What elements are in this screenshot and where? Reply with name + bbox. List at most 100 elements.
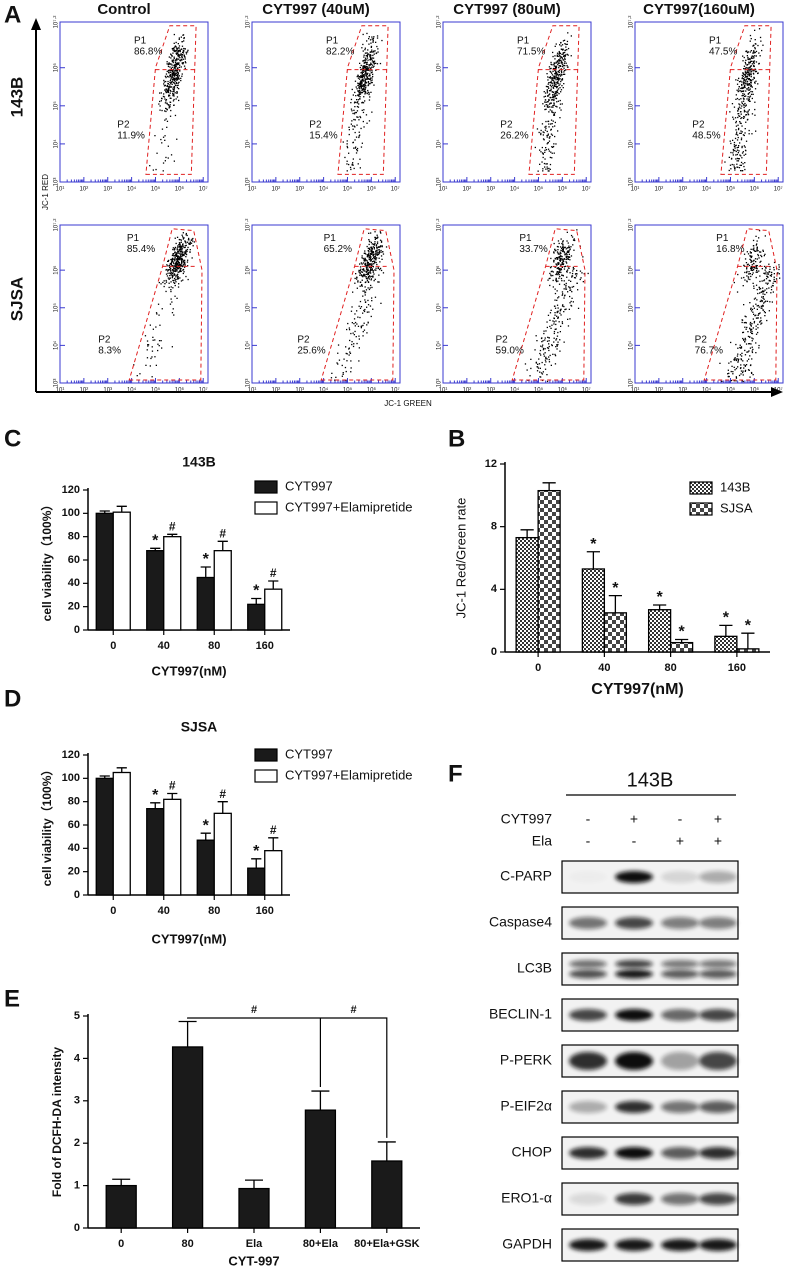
event-dot bbox=[746, 141, 747, 142]
event-dot bbox=[179, 37, 180, 38]
event-dot bbox=[560, 75, 561, 76]
bar bbox=[538, 491, 560, 652]
event-dot bbox=[734, 169, 735, 170]
event-dot bbox=[552, 135, 553, 136]
event-dot bbox=[170, 104, 171, 105]
event-dot bbox=[570, 281, 571, 282]
event-dot bbox=[751, 38, 752, 39]
event-dot bbox=[159, 101, 160, 102]
event-dot bbox=[744, 135, 745, 136]
event-dot bbox=[365, 53, 366, 54]
event-dot bbox=[373, 270, 374, 271]
event-dot bbox=[754, 60, 755, 61]
event-dot bbox=[550, 62, 551, 63]
event-dot bbox=[750, 35, 751, 36]
event-dot bbox=[743, 101, 744, 102]
event-dot bbox=[369, 264, 370, 265]
event-dot bbox=[565, 309, 566, 310]
event-dot bbox=[744, 162, 745, 163]
event-dot bbox=[352, 142, 353, 143]
x-tick-label: 10⁷ bbox=[774, 387, 783, 394]
event-dot bbox=[749, 67, 750, 68]
event-dot bbox=[763, 305, 764, 306]
event-dot bbox=[565, 286, 566, 287]
event-dot bbox=[172, 346, 173, 347]
event-dot bbox=[547, 101, 548, 102]
event-dot bbox=[356, 310, 357, 311]
event-dot bbox=[746, 67, 747, 68]
bar bbox=[265, 589, 282, 630]
event-dot bbox=[768, 287, 769, 288]
event-dot bbox=[180, 50, 181, 51]
event-dot bbox=[557, 95, 558, 96]
event-dot bbox=[756, 272, 757, 273]
event-dot bbox=[743, 68, 744, 69]
event-dot bbox=[562, 62, 563, 63]
event-dot bbox=[557, 336, 558, 337]
event-dot bbox=[549, 77, 550, 78]
event-dot bbox=[176, 98, 177, 99]
event-dot bbox=[735, 79, 736, 80]
gate-name: P1 bbox=[324, 233, 337, 244]
event-dot bbox=[366, 79, 367, 80]
event-dot bbox=[377, 237, 378, 238]
event-dot bbox=[362, 60, 363, 61]
event-dot bbox=[172, 249, 173, 250]
event-dot bbox=[367, 55, 368, 56]
event-dot bbox=[755, 298, 756, 299]
event-dot bbox=[565, 69, 566, 70]
event-dot bbox=[742, 332, 743, 333]
event-dot bbox=[736, 145, 737, 146]
band bbox=[699, 1052, 737, 1070]
event-dot bbox=[743, 105, 744, 106]
significance-marker: # bbox=[351, 1004, 357, 1016]
event-dot bbox=[357, 117, 358, 118]
event-dot bbox=[560, 60, 561, 61]
event-dot bbox=[748, 87, 749, 88]
column-title: CYT997(160uM) bbox=[643, 1, 755, 18]
event-dot bbox=[568, 242, 569, 243]
error-bar bbox=[587, 552, 600, 569]
event-dot bbox=[186, 53, 187, 54]
event-dot bbox=[358, 270, 359, 271]
event-dot bbox=[554, 321, 555, 322]
event-dot bbox=[749, 130, 750, 131]
event-dot bbox=[351, 120, 352, 121]
event-dot bbox=[568, 256, 569, 257]
event-dot bbox=[360, 301, 361, 302]
event-dot bbox=[165, 81, 166, 82]
event-dot bbox=[737, 355, 738, 356]
plot-frame bbox=[635, 225, 783, 383]
x-tick-label: 10² bbox=[655, 388, 664, 394]
event-dot bbox=[569, 309, 570, 310]
event-dot bbox=[186, 251, 187, 252]
event-dot bbox=[744, 77, 745, 78]
event-dot bbox=[571, 255, 572, 256]
event-dot bbox=[164, 283, 165, 284]
event-dot bbox=[174, 252, 175, 253]
event-dot bbox=[757, 45, 758, 46]
event-dot bbox=[736, 121, 737, 122]
event-dot bbox=[563, 311, 564, 312]
event-dot bbox=[754, 55, 755, 56]
event-dot bbox=[564, 342, 565, 343]
event-dot bbox=[369, 276, 370, 277]
event-dot bbox=[355, 278, 356, 279]
x-tick-label: 10⁵ bbox=[151, 186, 161, 193]
event-dot bbox=[363, 121, 364, 122]
blot-label: LC3B bbox=[517, 960, 552, 976]
event-dot bbox=[570, 248, 571, 249]
event-dot bbox=[192, 257, 193, 258]
event-dot bbox=[556, 348, 557, 349]
event-dot bbox=[753, 283, 754, 284]
event-dot bbox=[744, 74, 745, 75]
event-dot bbox=[176, 53, 177, 54]
event-dot bbox=[165, 102, 166, 103]
event-dot bbox=[742, 371, 743, 372]
event-dot bbox=[547, 92, 548, 93]
event-dot bbox=[546, 102, 547, 103]
event-dot bbox=[750, 88, 751, 89]
event-dot bbox=[560, 331, 561, 332]
event-dot bbox=[750, 332, 751, 333]
event-dot bbox=[367, 73, 368, 74]
